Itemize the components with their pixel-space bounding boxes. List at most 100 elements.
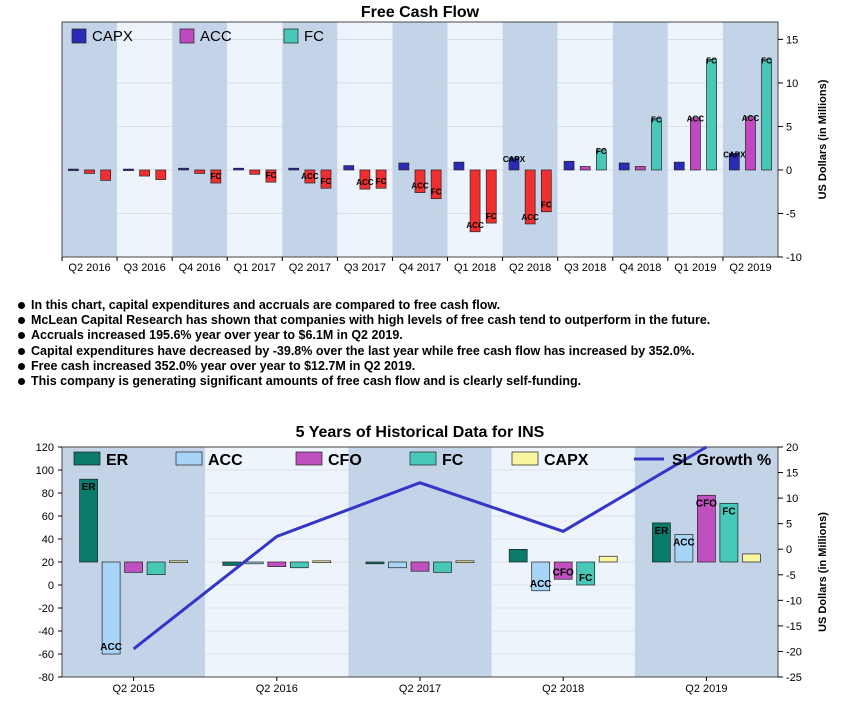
y-tick-label-right: 15 — [786, 468, 798, 480]
x-tick-label: Q2 2016 — [256, 683, 298, 695]
bar-acc — [634, 166, 646, 171]
bar-fc — [540, 169, 552, 213]
bar-label-fc: FC — [579, 573, 592, 584]
bar-label-fc: FC — [706, 56, 717, 65]
y-tick-label-left: 120 — [36, 442, 54, 454]
y-tick-label-left: 0 — [48, 580, 54, 592]
bar-capx — [312, 560, 332, 564]
y-tick-label-left: -20 — [38, 603, 54, 615]
y-tick-label: 5 — [786, 121, 792, 133]
plot-band — [392, 22, 448, 257]
bar-capx — [343, 165, 355, 171]
x-tick-label: Q1 2019 — [674, 262, 716, 274]
y-tick-label-right: 0 — [786, 544, 792, 556]
bar-label-acc: ACC — [466, 221, 484, 230]
x-tick-label: Q3 2016 — [124, 262, 166, 274]
bar-label-capx: CAPX — [503, 155, 526, 164]
y-tick-label-right: -15 — [786, 621, 802, 633]
y-tick-label-right: 20 — [786, 442, 798, 454]
bar-capx — [169, 560, 188, 564]
bullet-icon — [18, 317, 25, 325]
sl-growth-line — [132, 445, 708, 651]
plot-band — [227, 22, 283, 257]
bar-label-cfo: CFO — [696, 498, 717, 509]
bar-fc — [596, 149, 607, 171]
bar-label-er: ER — [654, 526, 669, 537]
x-tick-label: Q2 2017 — [289, 262, 331, 274]
bar-acc — [579, 166, 591, 171]
bar-label-fc: FC — [486, 212, 497, 221]
bar-fc — [430, 169, 442, 200]
bar-fc — [706, 59, 717, 171]
bar-acc — [194, 169, 206, 174]
x-tick-label: Q3 2017 — [344, 262, 386, 274]
chart-title: 5 Years of Historical Data for INS — [296, 424, 545, 441]
y-tick-label-left: -40 — [38, 626, 54, 638]
x-tick-label: Q2 2018 — [509, 262, 551, 274]
bullet-icon — [18, 362, 25, 370]
bar-label-fc: FC — [266, 171, 277, 180]
bar-fc — [433, 561, 452, 573]
y-tick-label-left: 40 — [42, 534, 54, 546]
y-tick-label: -5 — [786, 208, 796, 220]
bar-capx — [455, 560, 475, 564]
bar-acc — [359, 169, 371, 190]
bar-capx — [68, 168, 79, 171]
x-tick-label: Q2 2019 — [729, 262, 771, 274]
bar-capx — [563, 160, 575, 171]
bar-er — [365, 561, 385, 565]
y-tick-label-left: 80 — [42, 488, 54, 500]
bar-label-acc: ACC — [687, 115, 705, 124]
bar-capx — [453, 161, 465, 171]
free-cash-flow-chart: Free Cash Flow 15 10 5 0 -5 -10 US Dollars (in … — [61, 4, 829, 274]
bar-fc — [100, 169, 112, 181]
legend-label-capx: CAPX — [544, 452, 589, 469]
bar-fc — [719, 502, 739, 563]
y-tick-label-right: 10 — [786, 493, 798, 505]
bar-fc — [375, 169, 387, 189]
legend-swatch-capx — [511, 451, 539, 466]
x-tick-label: Q2 2017 — [399, 683, 441, 695]
bar-label-capx: CAPX — [723, 150, 746, 159]
bar-capx — [123, 168, 134, 171]
legend-label-capx: CAPX — [92, 28, 133, 45]
note-item: Free cash increased 352.0% year over yea… — [18, 359, 838, 374]
legend-swatch-er — [73, 451, 101, 466]
note-text: Capital expenditures have decreased by -… — [31, 343, 695, 358]
bar-label-acc: ACC — [530, 579, 552, 590]
bar-capx — [288, 167, 300, 171]
chart-notes: In this chart, capital expenditures and … — [18, 298, 838, 389]
note-text: Accruals increased 195.6% year over year… — [31, 328, 403, 343]
bar-acc — [388, 561, 407, 569]
bar-acc — [414, 169, 426, 193]
x-tick-label: Q1 2018 — [454, 262, 496, 274]
y-tick-label-left: -60 — [38, 649, 54, 661]
plot-band — [62, 22, 118, 257]
bar-acc — [674, 534, 694, 563]
bar-acc — [690, 117, 701, 171]
bar-acc — [304, 169, 316, 184]
bar-label-fc: FC — [321, 177, 332, 186]
bar-label-acc: ACC — [411, 182, 429, 191]
x-tick-label: Q3 2018 — [564, 262, 606, 274]
bar-label-fc: FC — [541, 201, 552, 210]
bar-fc — [576, 561, 596, 586]
legend-swatch-fc — [409, 451, 437, 466]
y-tick-label: 15 — [786, 34, 798, 46]
bullet-icon — [18, 378, 25, 386]
bar-label-fc: FC — [596, 147, 607, 156]
bar-label-fc: FC — [722, 506, 735, 517]
note-text: McLean Capital Research has shown that c… — [31, 313, 711, 328]
legend-label-fc: FC — [304, 28, 324, 45]
bar-fc — [210, 169, 222, 184]
y-tick-label-left: -80 — [38, 672, 54, 684]
bar-fc — [289, 561, 309, 569]
bar-label-cfo: CFO — [553, 567, 574, 578]
bar-acc — [469, 169, 481, 233]
bar-label-acc: ACC — [673, 537, 695, 548]
plot-band — [557, 22, 613, 257]
bar-label-acc: ACC — [742, 114, 760, 123]
note-text: In this chart, capital expenditures and … — [31, 298, 501, 312]
bar-capx — [728, 153, 740, 171]
bar-fc — [320, 169, 332, 189]
